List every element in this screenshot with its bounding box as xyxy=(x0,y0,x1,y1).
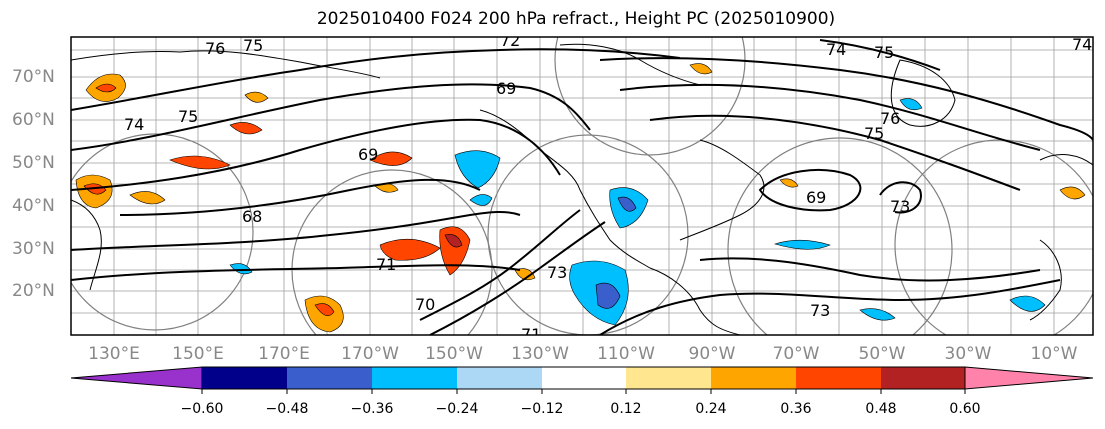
contour-label: 73 xyxy=(890,197,910,216)
lon-label-150w: 150°W xyxy=(425,344,483,364)
colorbar-tick-label: 0.48 xyxy=(865,401,897,417)
lon-label-30w: 30°W xyxy=(944,344,992,364)
colorbar-max-extension xyxy=(964,366,1094,390)
map-frame xyxy=(70,36,1094,336)
lon-label-150e: 150°E xyxy=(172,344,224,364)
lat-label-60n: 60°N xyxy=(12,110,55,130)
contour-label: 72 xyxy=(500,31,520,50)
contour-label: 74 xyxy=(826,40,846,59)
colorbar-bin xyxy=(287,367,372,389)
lon-label-130w: 130°W xyxy=(511,344,569,364)
lat-label-70n: 70°N xyxy=(12,67,55,87)
contour-label: 75 xyxy=(874,43,894,62)
refraction-patches xyxy=(75,63,1086,333)
colorbar-tick-label: −0.36 xyxy=(350,401,394,417)
lat-label-30n: 30°N xyxy=(12,239,55,259)
contour-label: 76 xyxy=(205,39,225,58)
lon-label-90w: 90°W xyxy=(688,344,736,364)
colorbar-bin xyxy=(542,367,626,389)
colorbar-min-extension xyxy=(70,366,203,390)
lon-label-130e: 130°E xyxy=(88,344,140,364)
colorbar-bin xyxy=(457,367,542,389)
lon-label-10w: 10°W xyxy=(1030,344,1078,364)
contour-label: 69 xyxy=(806,188,826,207)
colorbar-tick-label: 0.60 xyxy=(949,401,981,417)
contour-label: 71 xyxy=(521,325,541,344)
contour-label: 75 xyxy=(243,36,263,55)
contour-label: 70 xyxy=(415,295,435,314)
colorbar-tick-label: 0.36 xyxy=(780,401,812,417)
colorbar xyxy=(70,366,1094,394)
colorbar-tick-label: −0.48 xyxy=(265,401,309,417)
contour-label: 68 xyxy=(242,207,262,226)
contour-label: 69 xyxy=(496,79,516,98)
contour-label: 75 xyxy=(864,124,884,143)
lon-label-70w: 70°W xyxy=(772,344,820,364)
colorbar-bin xyxy=(202,367,287,389)
contour-label: 74 xyxy=(1072,35,1092,54)
colorbar-tick-label: 0.24 xyxy=(695,401,727,417)
lon-label-50w: 50°W xyxy=(858,344,906,364)
colorbar-bin xyxy=(626,367,711,389)
colorbar-bin xyxy=(372,367,457,389)
colorbar-tick-label: −0.60 xyxy=(180,401,224,417)
colorbar-tick-label: −0.24 xyxy=(435,401,479,417)
contour-label: 76 xyxy=(880,109,900,128)
colorbar-bin xyxy=(711,367,796,389)
colorbar-bin xyxy=(796,367,881,389)
contour-label: 71 xyxy=(376,255,396,274)
contour-labels: 76 75 72 69 75 74 75 76 75 74 68 69 73 7… xyxy=(124,31,1092,344)
contour-label: 69 xyxy=(358,145,378,164)
lat-label-50n: 50°N xyxy=(12,153,55,173)
lat-label-40n: 40°N xyxy=(12,196,55,216)
lon-label-170e: 170°E xyxy=(258,344,310,364)
contour-label: 73 xyxy=(810,301,830,320)
lat-label-20n: 20°N xyxy=(12,281,55,301)
colorbar-tick-label: −0.12 xyxy=(520,401,564,417)
map-panel: 76 75 72 69 75 74 75 76 75 74 68 69 73 7… xyxy=(71,31,1093,344)
map-title: 2025010400 F024 200 hPa refract., Height… xyxy=(316,9,836,29)
contour-label: 73 xyxy=(547,263,567,282)
colorbar-tick-label: 0.12 xyxy=(610,401,642,417)
height-contours xyxy=(71,39,1093,335)
lon-label-170w: 170°W xyxy=(341,344,399,364)
coastlines xyxy=(71,43,1093,335)
contour-label: 74 xyxy=(124,115,144,134)
contour-label: 75 xyxy=(178,107,198,126)
lon-label-110w: 110°W xyxy=(597,344,655,364)
colorbar-bin xyxy=(881,367,965,389)
